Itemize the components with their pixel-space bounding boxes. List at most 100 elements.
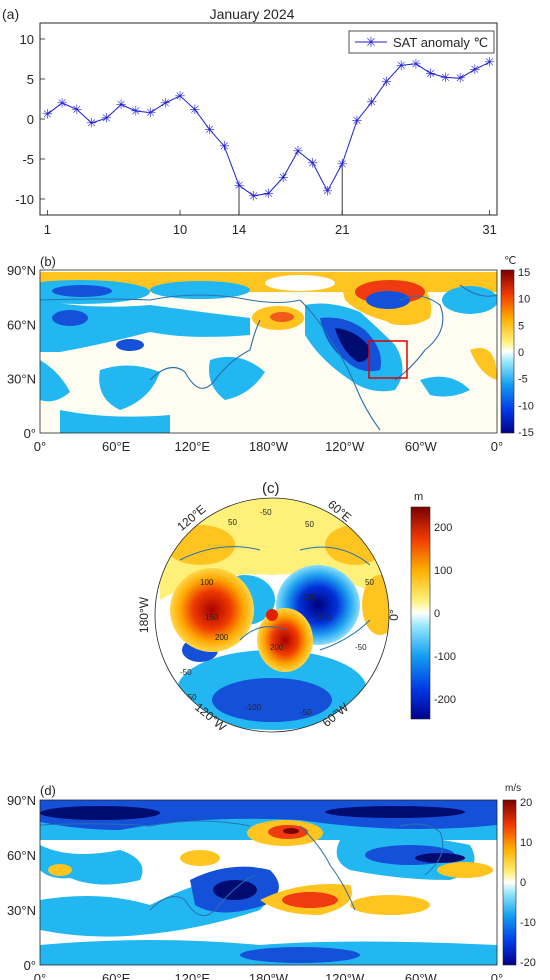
lat-tick-label: 90°N <box>7 793 36 808</box>
panel-c-frame <box>154 497 390 733</box>
lon-label-180w: 180°W <box>137 596 151 633</box>
colorbar-tick-label: -15 <box>518 427 534 439</box>
data-point: ✳ <box>57 96 68 111</box>
data-point: ✳ <box>351 113 362 128</box>
lon-tick-label: 120°W <box>325 439 365 454</box>
colorbar-tick-label: 0 <box>434 608 440 620</box>
data-point: ✳ <box>410 56 421 71</box>
lat-tick-label: 0° <box>24 958 36 973</box>
panel-a-label: (a) <box>2 6 19 22</box>
panel-b-unit: ℃ <box>504 255 516 267</box>
panel-c-colorbar <box>410 506 431 720</box>
y-tick-label: -10 <box>15 192 34 207</box>
panel-d-colorbar <box>502 799 517 966</box>
svg-text:-100: -100 <box>300 593 317 602</box>
data-point: ✳ <box>175 88 186 103</box>
panel-d-x-tick-labels: 0° 60°E 120°E 180°W 120°W 60°W 0° <box>34 971 503 980</box>
panel-d: (d) 90°N60°N3 <box>7 783 536 980</box>
panel-c-colorbar-ticks: 200 100 0 -100 -200 <box>434 522 456 706</box>
data-point: ✳ <box>86 116 97 131</box>
sat-anomaly-line <box>47 61 490 197</box>
lat-tick-label: 30°N <box>7 903 36 918</box>
panel-d-unit: m/s <box>505 783 521 794</box>
lat-tick-label: 0° <box>24 426 36 441</box>
x-tick-label: 1 <box>44 222 51 237</box>
colorbar-tick-label: 100 <box>434 565 452 577</box>
svg-text:-50: -50 <box>185 693 197 702</box>
data-point: ✳ <box>366 95 377 110</box>
data-point: ✳ <box>145 105 156 120</box>
lon-tick-label: 60°W <box>405 439 438 454</box>
panel-b: (b) <box>7 254 534 454</box>
data-point: ✳ <box>425 66 436 81</box>
lon-tick-label: 120°E <box>175 439 211 454</box>
colorbar-tick-label: -100 <box>434 651 456 663</box>
data-point: ✳ <box>307 156 318 171</box>
panel-b-label: (b) <box>40 254 56 269</box>
lon-tick-label: 0° <box>491 439 503 454</box>
panel-a-event-markers <box>238 163 343 215</box>
data-point: ✳ <box>484 55 495 70</box>
x-tick-label: 21 <box>335 222 349 237</box>
svg-text:200: 200 <box>270 643 284 652</box>
lon-tick-label: 120°W <box>325 971 365 980</box>
panel-c-unit: m <box>414 491 423 503</box>
y-tick-label: 0 <box>27 112 34 127</box>
data-point: ✳ <box>42 107 53 122</box>
data-point: ✳ <box>71 102 82 117</box>
svg-text:50: 50 <box>305 520 314 529</box>
colorbar-tick-label: -10 <box>520 917 536 929</box>
lon-tick-label: 0° <box>491 971 503 980</box>
data-point: ✳ <box>278 170 289 185</box>
lon-tick-label: 60°W <box>405 971 438 980</box>
colorbar-tick-label: -5 <box>518 374 528 386</box>
panel-d-colorbar-ticks: 20 10 0 -10 -20 <box>520 797 536 969</box>
panel-a-x-ticks: 1 10 14 21 31 <box>44 210 497 237</box>
colorbar-tick-label: 0 <box>520 877 526 889</box>
panel-c: (c) 50 50 -50 100 150 200 -100 -150 200 -50 -10… <box>137 480 456 734</box>
legend-box <box>348 30 495 54</box>
lon-tick-label: 0° <box>34 439 46 454</box>
svg-text:50: 50 <box>365 578 374 587</box>
lat-tick-label: 90°N <box>7 263 36 278</box>
legend-star-icon: ✳ <box>365 34 377 50</box>
colorbar-tick-label: -200 <box>434 694 456 706</box>
data-point: ✳ <box>116 97 127 112</box>
lon-tick-label: 60°E <box>102 971 131 980</box>
colorbar-tick-label: -20 <box>520 957 536 969</box>
data-point: ✳ <box>101 111 112 126</box>
panel-d-y-tick-labels: 90°N 60°N 30°N 0° <box>7 793 36 973</box>
lat-tick-label: 60°N <box>7 848 36 863</box>
panel-d-frame <box>39 799 498 966</box>
x-tick-label: 31 <box>482 222 496 237</box>
colorbar-tick-label: 10 <box>518 294 530 306</box>
highlight-box <box>368 340 408 379</box>
panel-a-legend: ✳ SAT anomaly ℃ <box>348 30 495 54</box>
y-tick-label: 10 <box>20 32 34 47</box>
svg-text:-100: -100 <box>245 703 262 712</box>
data-point: ✳ <box>469 62 480 77</box>
data-point: ✳ <box>160 96 171 111</box>
sat-anomaly-points: ✳✳ ✳✳ ✳✳ ✳ ✳✳ ✳✳✳✳✳✳ ✳✳✳✳✳✳✳✳✳✳ ✳✳ ✳ ✳✳ ✳ <box>42 55 495 204</box>
legend-label: SAT anomaly ℃ <box>393 35 488 50</box>
svg-text:150: 150 <box>205 613 219 622</box>
data-point: ✳ <box>396 58 407 73</box>
panel-b-frame <box>39 269 498 434</box>
panel-b-colorbar <box>500 269 515 434</box>
data-point: ✳ <box>189 102 200 117</box>
data-point: ✳ <box>381 74 392 89</box>
panel-b-y-tick-labels: 90°N 60°N 30°N 0° <box>7 263 36 441</box>
lon-tick-label: 180°W <box>249 971 289 980</box>
colorbar-tick-label: 200 <box>434 522 452 534</box>
colorbar-tick-label: 20 <box>520 797 532 809</box>
data-point: ✳ <box>204 122 215 137</box>
colorbar-tick-label: 0 <box>518 347 524 359</box>
panel-b-colorbar-ticks: 15 10 5 0 -5 -10 -15 <box>518 267 534 439</box>
x-tick-label: 10 <box>173 222 187 237</box>
panel-d-map <box>40 800 497 965</box>
svg-text:-50: -50 <box>260 508 272 517</box>
data-point: ✳ <box>263 186 274 201</box>
panel-a-y-ticks: 10 5 0 -5 -10 <box>15 32 45 207</box>
colorbar-tick-label: -10 <box>518 400 534 412</box>
svg-text:50: 50 <box>228 518 237 527</box>
